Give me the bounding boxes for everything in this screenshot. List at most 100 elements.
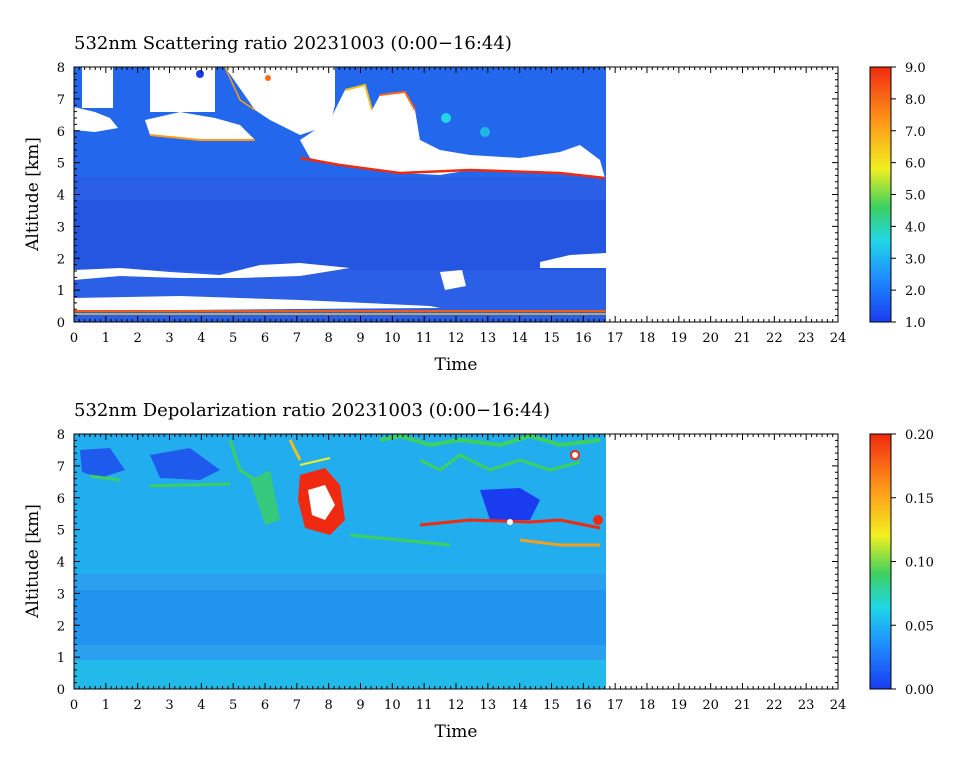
x-tick-label: 20 bbox=[702, 331, 719, 346]
x-tick-label: 17 bbox=[607, 698, 624, 713]
y-axis-label: Altitude [km] bbox=[23, 504, 43, 619]
x-tick-label: 4 bbox=[197, 698, 205, 713]
x-tick-label: 21 bbox=[734, 698, 751, 713]
y-tick-label: 2 bbox=[57, 619, 65, 634]
y-tick-label: 1 bbox=[57, 651, 65, 666]
x-tick-label: 1 bbox=[102, 698, 110, 713]
x-tick-label: 19 bbox=[671, 698, 688, 713]
x-tick-label: 11 bbox=[416, 698, 433, 713]
colorbar: 0.00 0.05 0.10 0.15 0.20 bbox=[869, 428, 934, 698]
colorbar-tick-label: 8.0 bbox=[905, 93, 926, 108]
x-tick-label: 14 bbox=[511, 698, 528, 713]
x-tick-label: 15 bbox=[543, 698, 560, 713]
x-tick-label: 22 bbox=[766, 331, 783, 346]
x-tick-label: 9 bbox=[356, 331, 364, 346]
x-tick-label: 5 bbox=[229, 698, 237, 713]
panel-title: 532nm Depolarization ratio 20231003 (0:0… bbox=[74, 400, 550, 421]
y-tick-label: 8 bbox=[57, 61, 65, 76]
colorbar-tick-label: 0.10 bbox=[905, 556, 934, 571]
x-tick-label: 2 bbox=[134, 331, 142, 346]
x-tick-label: 24 bbox=[830, 698, 847, 713]
colorbar-tick-label: 0.05 bbox=[905, 619, 934, 634]
y-tick-label: 3 bbox=[57, 220, 65, 235]
colorbar: 1.0 2.0 3.0 4.0 5.0 6.0 7.0 8.0 9.0 bbox=[869, 61, 926, 331]
x-tick-label: 10 bbox=[384, 698, 401, 713]
colorbar-tick-label: 2.0 bbox=[905, 284, 926, 299]
y-tick-label: 5 bbox=[57, 524, 65, 539]
y-tick-label: 6 bbox=[57, 125, 65, 140]
colorbar-tick-label: 7.0 bbox=[905, 125, 926, 140]
x-tick-label: 6 bbox=[261, 331, 269, 346]
x-tick-label: 19 bbox=[671, 331, 688, 346]
y-tick-label: 2 bbox=[57, 252, 65, 267]
x-tick-label: 11 bbox=[416, 331, 433, 346]
x-tick-label: 3 bbox=[165, 331, 173, 346]
x-tick-label: 24 bbox=[830, 331, 847, 346]
x-tick-label: 13 bbox=[480, 698, 497, 713]
panel-title: 532nm Scattering ratio 20231003 (0:00−16… bbox=[74, 33, 512, 54]
colorbar-tick-label: 0.20 bbox=[905, 428, 934, 443]
x-tick-label: 8 bbox=[325, 331, 333, 346]
y-tick-label: 7 bbox=[57, 93, 65, 108]
y-tick-label: 5 bbox=[57, 157, 65, 172]
x-tick-label: 16 bbox=[575, 698, 592, 713]
x-tick-label: 10 bbox=[384, 331, 401, 346]
y-tick-label: 4 bbox=[57, 189, 65, 204]
x-tick-label: 12 bbox=[448, 698, 465, 713]
x-tick-label: 7 bbox=[293, 698, 301, 713]
x-tick-label: 0 bbox=[70, 331, 78, 346]
y-tick-label: 0 bbox=[57, 316, 65, 331]
y-tick-label: 7 bbox=[57, 460, 65, 475]
colorbar-gradient bbox=[869, 66, 892, 323]
tick-marks bbox=[73, 433, 839, 690]
x-tick-label: 5 bbox=[229, 331, 237, 346]
x-tick-label: 3 bbox=[165, 698, 173, 713]
tick-marks bbox=[73, 66, 839, 323]
y-tick-labels: 0 1 2 3 4 5 6 7 8 bbox=[57, 428, 65, 698]
x-tick-label: 2 bbox=[134, 698, 142, 713]
y-tick-label: 1 bbox=[57, 284, 65, 299]
x-tick-labels: 0 1 2 3 4 5 6 7 8 9 10 11 12 13 14 15 16 17 18 19 20 21 22 23 24 bbox=[70, 331, 846, 346]
x-tick-label: 23 bbox=[798, 698, 815, 713]
x-tick-label: 15 bbox=[543, 331, 560, 346]
y-axis-label: Altitude [km] bbox=[23, 137, 43, 252]
colorbar-ticks: 1.0 2.0 3.0 4.0 5.0 6.0 7.0 8.0 9.0 bbox=[891, 61, 926, 331]
x-tick-label: 21 bbox=[734, 331, 751, 346]
x-tick-label: 7 bbox=[293, 331, 301, 346]
colorbar-tick-label: 1.0 bbox=[905, 316, 926, 331]
x-tick-label: 20 bbox=[702, 698, 719, 713]
y-tick-label: 4 bbox=[57, 556, 65, 571]
colorbar-tick-label: 0.00 bbox=[905, 683, 934, 698]
x-tick-label: 0 bbox=[70, 698, 78, 713]
x-tick-label: 18 bbox=[639, 331, 656, 346]
colorbar-tick-label: 5.0 bbox=[905, 189, 926, 204]
x-tick-label: 18 bbox=[639, 698, 656, 713]
colorbar-tick-label: 3.0 bbox=[905, 252, 926, 267]
colorbar-ticks: 0.00 0.05 0.10 0.15 0.20 bbox=[891, 428, 934, 698]
x-tick-label: 17 bbox=[607, 331, 624, 346]
colorbar-gradient bbox=[869, 433, 892, 690]
y-tick-label: 8 bbox=[57, 428, 65, 443]
y-tick-labels: 0 1 2 3 4 5 6 7 8 bbox=[57, 61, 65, 331]
x-tick-label: 14 bbox=[511, 331, 528, 346]
heatmap-field bbox=[74, 433, 838, 689]
scattering-ratio-panel: 532nm Scattering ratio 20231003 (0:00−16… bbox=[23, 33, 926, 375]
depolarization-ratio-panel: 532nm Depolarization ratio 20231003 (0:0… bbox=[23, 400, 934, 742]
colorbar-tick-label: 6.0 bbox=[905, 157, 926, 172]
x-tick-label: 12 bbox=[448, 331, 465, 346]
colorbar-tick-label: 4.0 bbox=[905, 220, 926, 235]
y-tick-label: 0 bbox=[57, 683, 65, 698]
x-axis-label: Time bbox=[435, 355, 478, 375]
x-tick-label: 22 bbox=[766, 698, 783, 713]
colorbar-tick-label: 0.15 bbox=[905, 492, 934, 507]
x-tick-label: 23 bbox=[798, 331, 815, 346]
x-tick-label: 9 bbox=[356, 698, 364, 713]
x-tick-label: 4 bbox=[197, 331, 205, 346]
x-axis-label: Time bbox=[435, 722, 478, 742]
x-tick-label: 16 bbox=[575, 331, 592, 346]
x-tick-labels: 0 1 2 3 4 5 6 7 8 9 10 11 12 13 14 15 16 17 18 19 20 21 22 23 24 bbox=[70, 698, 846, 713]
x-tick-label: 1 bbox=[102, 331, 110, 346]
x-tick-label: 8 bbox=[325, 698, 333, 713]
y-tick-label: 6 bbox=[57, 492, 65, 507]
